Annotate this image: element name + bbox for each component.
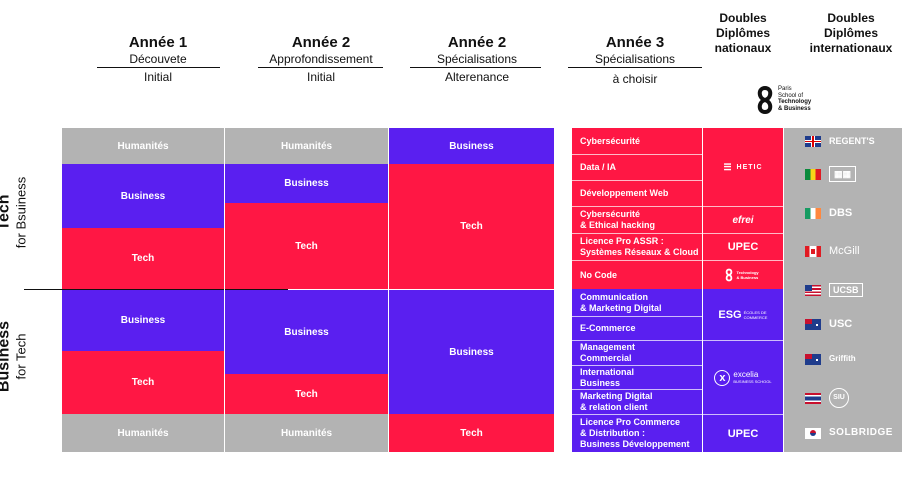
header-year2-sub2: Initial <box>306 70 335 84</box>
header-year2-title: Année 2 <box>291 34 351 51</box>
spec-communication: Communication & Marketing Digital <box>572 290 702 317</box>
spec-licence-assr: Licence Pro ASSR : Systèmes Réseaux & Clo… <box>572 234 702 261</box>
spec-no-code: No Code <box>580 269 617 280</box>
col1-tech-2: Tech <box>62 351 224 414</box>
spec-cyber-ethical: Cybersécurité & Ethical hacking <box>572 207 702 234</box>
excelia-icon: x <box>714 369 731 386</box>
side-divider-line <box>24 289 288 290</box>
header-year2-sub1: Approfondissement <box>269 52 373 66</box>
spec-licence-block <box>572 415 702 452</box>
header-year3-sub1: Spécialisations <box>594 52 676 66</box>
uni-griffith: Griffith <box>829 354 856 363</box>
col1-business-2: Business <box>62 290 224 351</box>
spec-international: International Business <box>572 366 702 390</box>
col1-humanites-top: Humanités <box>62 128 224 164</box>
header-year3-line <box>568 67 702 68</box>
col3-tech-1: Tech <box>389 164 554 289</box>
upec-logo: UPEC <box>703 234 783 261</box>
uni-siu: SIU <box>829 388 849 408</box>
national-tech-block <box>703 128 783 289</box>
hetic-icon: ☰ <box>723 161 731 172</box>
col3-business-2: Business <box>389 290 554 414</box>
header-year3-title: Année 3 <box>605 34 665 51</box>
col2-humanites-top: Humanités <box>225 128 388 164</box>
usa-flag-icon <box>805 284 821 296</box>
spec-cybersecurite: Cybersécurité <box>572 128 702 155</box>
col2-business-1: Business <box>225 164 388 203</box>
intl-row-ireland: DBS <box>784 198 902 228</box>
spec-dev-web: Développement Web <box>572 181 702 207</box>
header-year1-sub1: Découvete <box>129 52 187 66</box>
col1-humanites-bottom: Humanités <box>62 414 224 452</box>
australia-flag-icon <box>805 318 821 330</box>
uk-flag-icon <box>805 135 821 147</box>
uni-solbridge: SOLBRIDGE <box>829 427 893 438</box>
upec-logo-2: UPEC <box>727 427 759 440</box>
col3-tech-bottom: Tech <box>389 414 554 452</box>
spec-management: Management Commercial <box>572 341 702 366</box>
intl-row-australia: USC <box>784 310 902 338</box>
col2-tech-2: Tech <box>225 374 388 414</box>
ptsb-small-icon <box>725 268 732 282</box>
uni-senegal: ▦▦ <box>829 166 857 182</box>
header-doubles-nationaux: Doubles Diplômes nationaux <box>714 11 772 55</box>
header-year2-spec-line <box>410 67 541 68</box>
ptsb-small-logo: Technology & Business <box>703 261 783 289</box>
intl-row-canada: McGill <box>784 236 902 266</box>
spec-licence-commerce: Licence Pro Commerce & Distribution : Busi… <box>580 417 690 449</box>
intl-row-uk: REGENT'S <box>784 128 902 154</box>
esg-logo: ESG ÉCOLES DE COMMERCE <box>703 290 783 341</box>
spec-marketing-digital: Marketing Digital & relation client <box>572 390 702 415</box>
col2-humanites-bottom: Humanités <box>225 414 388 452</box>
uni-regents: REGENT'S <box>829 136 875 146</box>
header-year1-title: Année 1 <box>128 34 188 51</box>
col2-business-2: Business <box>225 290 388 374</box>
canada-flag-icon <box>805 245 821 257</box>
header-year1-line <box>97 67 220 68</box>
spec-business-block <box>572 289 702 415</box>
col2-tech-1: Tech <box>225 203 388 289</box>
australia-flag-icon <box>805 353 821 365</box>
col-separator <box>224 128 225 452</box>
header-doubles-internationaux: Doubles Diplômes internationaux <box>809 11 893 55</box>
header-year2-spec-sub2: Alterenance <box>444 70 510 84</box>
intl-row-thailand: SIU <box>784 384 902 412</box>
uni-mcgill: McGill <box>829 245 860 257</box>
header-year1-sub2: Initial <box>143 70 172 84</box>
uni-ucsb: UCSB <box>829 283 863 297</box>
intl-row-usa: UCSB <box>784 276 902 304</box>
uni-dbs: DBS <box>829 207 853 219</box>
ireland-flag-icon <box>805 207 821 219</box>
efrei-logo: efrei <box>703 207 783 234</box>
spec-data-ia: Data / IA <box>572 155 702 181</box>
uni-usc: USC <box>829 318 853 330</box>
ptsb-logo: Paris School of Technology & Business <box>754 85 834 115</box>
hetic-logo: ☰ HETIC <box>703 128 783 207</box>
header-year2-line <box>258 67 383 68</box>
ptsb-logo-icon <box>757 85 773 115</box>
header-year3-sub2: à choisir <box>612 72 658 86</box>
col3-business-top: Business <box>389 128 554 164</box>
excelia-logo: x excelia BUSINESS SCHOOL <box>703 341 783 415</box>
intl-row-senegal: ▦▦ <box>784 158 902 190</box>
senegal-flag-icon <box>805 168 821 180</box>
korea-flag-icon <box>805 427 821 439</box>
col-separator <box>702 128 703 452</box>
intl-row-korea: SOLBRIDGE <box>784 420 902 446</box>
col1-tech-1: Tech <box>62 228 224 289</box>
intl-row-australia-2: Griffith <box>784 344 902 374</box>
header-year2-spec-sub1: Spécialisations <box>436 52 518 66</box>
header-year2-spec-title: Année 2 <box>447 34 507 51</box>
thailand-flag-icon <box>805 392 821 404</box>
spec-ecommerce: E-Commerce <box>572 317 702 341</box>
col-separator <box>388 128 389 452</box>
national-business-block <box>703 289 783 452</box>
col1-business-1: Business <box>62 164 224 228</box>
